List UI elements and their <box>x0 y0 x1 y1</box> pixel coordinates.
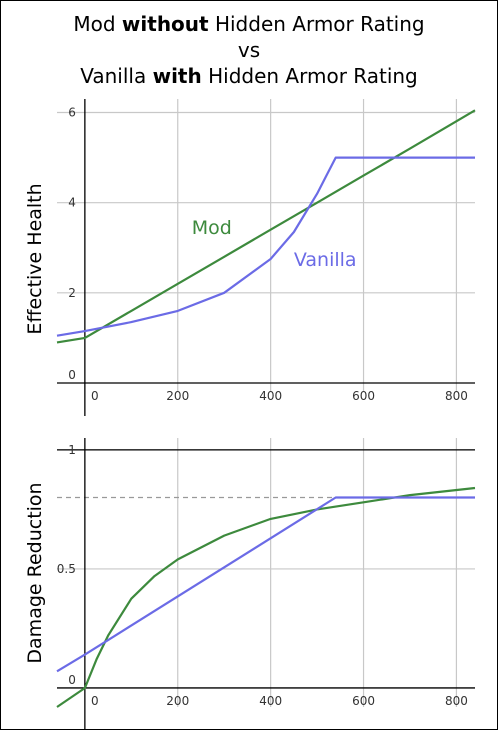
y-axis-label: Effective Health <box>24 183 46 334</box>
y-axis-label: Damage Reduction <box>24 482 46 663</box>
title-line-1: Mod without Hidden Armor Rating <box>1 11 497 37</box>
x-tick-label: 0 <box>91 694 99 708</box>
x-tick-label: 0 <box>91 389 99 403</box>
y-tick-label: 6 <box>68 106 76 120</box>
title-line-1-post: Hidden Armor Rating <box>208 12 425 36</box>
series-line-vanilla <box>56 496 475 673</box>
annotation-vanilla: Vanilla <box>294 249 357 271</box>
annotation-mod: Mod <box>192 217 232 239</box>
title-line-1-pre: Mod <box>73 12 122 36</box>
x-tick-label: 800 <box>445 389 468 403</box>
y-tick-label: 4 <box>68 196 76 210</box>
y-tick-label: 0.5 <box>57 562 76 576</box>
x-tick-label: 800 <box>445 694 468 708</box>
y-tick-label: 2 <box>68 286 76 300</box>
title-line-3-pre: Vanilla <box>80 64 153 88</box>
series-line-mod <box>56 486 476 708</box>
figure-title: Mod without Hidden Armor Rating vs Vanil… <box>1 11 497 89</box>
series-line-mod <box>56 109 476 344</box>
y-tick-label: 1 <box>68 443 76 457</box>
y-tick-label: 0 <box>68 673 76 687</box>
x-tick-label: 600 <box>352 694 375 708</box>
y-tick-label: 0 <box>68 368 76 382</box>
title-line-3: Vanilla with Hidden Armor Rating <box>1 63 497 89</box>
series-line-vanilla <box>56 156 475 337</box>
title-line-2: vs <box>237 38 261 62</box>
x-tick-label: 600 <box>352 389 375 403</box>
x-tick-label: 200 <box>166 389 189 403</box>
title-line-3-bold: with <box>152 64 202 88</box>
x-tick-label: 200 <box>166 694 189 708</box>
title-line-3-post: Hidden Armor Rating <box>201 64 418 88</box>
title-line-1-bold: without <box>121 12 209 36</box>
x-tick-label: 400 <box>259 694 282 708</box>
x-tick-label: 400 <box>259 389 282 403</box>
